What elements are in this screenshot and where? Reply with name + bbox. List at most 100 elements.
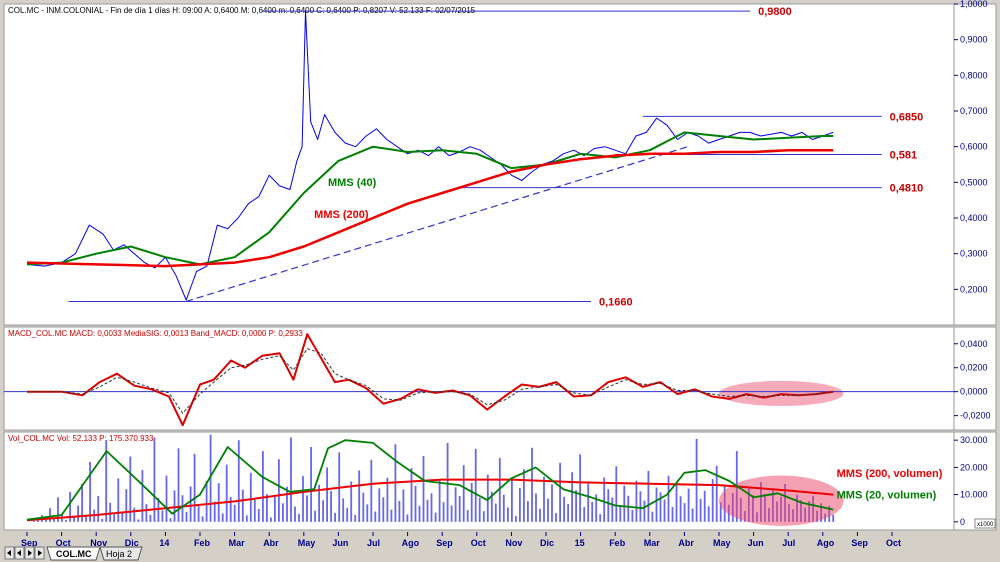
- volume-bar-91: [398, 500, 401, 522]
- volume-bar-122: [523, 469, 525, 522]
- volume-bar-13: [85, 516, 87, 522]
- volume-series: [26, 439, 834, 522]
- volume-bar-4: [49, 508, 51, 522]
- price-ytick-label-1: 0,3000: [960, 249, 988, 259]
- tab-hoja-2[interactable]: Hoja 2: [99, 546, 143, 561]
- volume-bar-30: [153, 437, 156, 522]
- volume-bar-73: [326, 467, 328, 522]
- volume-bar-156: [659, 492, 662, 522]
- volume-bar-58: [266, 494, 268, 522]
- volume-bar-42: [201, 516, 204, 522]
- volume-bar-131: [559, 462, 561, 522]
- volume-bar-133: [567, 504, 569, 522]
- volume-bar-139: [591, 502, 594, 522]
- volume-bar-31: [157, 497, 160, 522]
- price-series-line-1: [26, 131, 834, 266]
- volume-bar-104: [450, 505, 453, 522]
- volume-bar-34: [169, 518, 172, 522]
- volume-bar-124: [531, 447, 533, 522]
- tab-nav-first[interactable]: [4, 546, 15, 560]
- volume-bar-140: [595, 494, 598, 522]
- x-tick-label-4: 14: [159, 538, 169, 548]
- volume-bar-153: [647, 470, 650, 522]
- tab-nav-prev[interactable]: [14, 546, 25, 560]
- x-tick-label-15: Dic: [540, 538, 554, 548]
- volume-bar-162: [683, 503, 686, 522]
- tab-col-mc[interactable]: COL.MC: [46, 546, 101, 561]
- volume-bar-24: [129, 456, 132, 522]
- volume-bar-96: [418, 505, 421, 522]
- volume-bar-40: [193, 453, 196, 522]
- x-tick-label-8: May: [298, 538, 316, 548]
- volume-bar-14: [89, 461, 91, 522]
- volume-bar-68: [306, 495, 308, 522]
- volume-ytick-label-0: 0: [960, 517, 965, 527]
- volume-bar-22: [121, 512, 124, 522]
- x-ticks: Sep Oct Nov Dic 14 Feb Mar Abr May Jun Jul Ago Sep Oc…: [21, 532, 901, 548]
- volume-bar-169: [711, 479, 714, 522]
- volume-bar-63: [286, 486, 288, 522]
- volume-series-line-1: [26, 439, 834, 521]
- volume-bar-141: [599, 514, 602, 522]
- tab-nav-next[interactable]: [24, 546, 35, 560]
- volume-bar-129: [551, 484, 553, 522]
- volume-annotation-1: MMS (20, volumen): [837, 490, 937, 502]
- volume-bar-93: [406, 514, 409, 522]
- volume-bar-127: [543, 476, 545, 522]
- level-label-0: 0,9800: [758, 6, 792, 18]
- price-header: COL.MC - INM.COLONIAL - Fin de día 1 día…: [8, 6, 476, 15]
- volume-bar-155: [655, 487, 658, 522]
- price-y-ticks: 0,2000 0,3000 0,4000 0,5000 0,6000 0,7000 0,80…: [954, 0, 988, 294]
- x-tick-label-25: Oct: [886, 538, 901, 548]
- volume-bar-126: [539, 508, 541, 522]
- x-axis: Sep Oct Nov Dic 14 Feb Mar Abr May Jun Jul Ago Sep Oc…: [4, 532, 996, 560]
- volume-bar-136: [579, 454, 581, 522]
- volume-bar-47: [221, 513, 224, 522]
- scale-note-box: [974, 518, 996, 529]
- macd-y-axis: [953, 326, 997, 431]
- volume-bar-161: [679, 496, 682, 522]
- price-ytick-label-3: 0,5000: [960, 177, 988, 187]
- volume-bar-33: [165, 475, 168, 522]
- volume-bar-158: [667, 475, 670, 522]
- volume-ytick-label-3: 30.000: [960, 435, 988, 445]
- volume-bar-199: [832, 514, 835, 522]
- volume-bar-75: [334, 512, 336, 522]
- tab-nav-last[interactable]: [34, 546, 45, 560]
- volume-bar-87: [382, 497, 385, 522]
- x-tick-label-5: Feb: [194, 538, 211, 548]
- volume-panel: Vol_COL.MC Vol: 52.133 P: 175.370.933 0 1…: [3, 431, 997, 531]
- volume-bar-84: [370, 459, 373, 522]
- volume-bar-66: [298, 513, 300, 522]
- volume-bar-54: [249, 472, 252, 522]
- volume-bar-154: [651, 511, 654, 522]
- tab-hoja-2-label: Hoja 2: [106, 549, 132, 559]
- price-plot-area: [3, 3, 955, 326]
- volume-bar-152: [643, 500, 646, 522]
- volume-bar-5: [53, 517, 55, 522]
- volume-bar-8: [65, 519, 67, 522]
- volume-bar-19: [109, 502, 112, 522]
- volume-bar-57: [262, 451, 264, 522]
- volume-bar-39: [189, 486, 192, 522]
- volume-bar-9: [69, 491, 71, 522]
- volume-bar-168: [707, 506, 710, 522]
- volume-bar-27: [141, 470, 144, 522]
- volume-bar-117: [502, 494, 505, 522]
- volume-bar-72: [322, 500, 324, 522]
- volume-bar-146: [619, 505, 622, 522]
- level-label-2: 0,581: [890, 150, 918, 162]
- volume-bar-44: [209, 434, 212, 522]
- volume-bar-92: [402, 489, 405, 522]
- volume-y-ticks: 0 10.000 20.000 30.000: [954, 435, 988, 527]
- volume-bar-38: [185, 512, 188, 522]
- price-ytick-label-4: 0,6000: [960, 142, 988, 152]
- x-tick-label-18: Mar: [644, 538, 661, 548]
- macd-header: MACD_COL.MC MACD: 0,0033 MediaSIG: 0,001…: [8, 329, 303, 338]
- volume-bar-143: [607, 489, 610, 522]
- volume-bar-163: [687, 488, 690, 522]
- volume-bar-64: [290, 437, 292, 522]
- volume-ytick-label-1: 10.000: [960, 490, 988, 500]
- macd-series: [4, 333, 954, 427]
